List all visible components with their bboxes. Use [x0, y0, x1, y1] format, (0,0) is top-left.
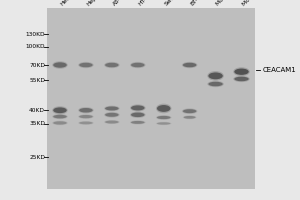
Ellipse shape [131, 121, 145, 124]
Ellipse shape [105, 121, 119, 123]
Bar [46, 8, 255, 189]
Ellipse shape [234, 69, 249, 75]
Ellipse shape [183, 115, 196, 119]
Ellipse shape [208, 72, 223, 79]
Ellipse shape [78, 114, 94, 119]
Ellipse shape [156, 122, 172, 125]
Ellipse shape [78, 107, 94, 113]
Ellipse shape [52, 106, 68, 114]
Ellipse shape [156, 115, 172, 120]
Text: A549: A549 [112, 0, 126, 7]
Ellipse shape [104, 112, 120, 118]
Text: 130KD: 130KD [26, 32, 45, 37]
Text: 70KD: 70KD [29, 63, 45, 68]
Ellipse shape [131, 63, 145, 67]
Ellipse shape [53, 62, 67, 68]
Ellipse shape [52, 114, 68, 119]
Ellipse shape [183, 109, 196, 113]
Text: BT-474: BT-474 [190, 0, 208, 7]
Ellipse shape [79, 115, 93, 118]
Ellipse shape [233, 76, 250, 82]
Ellipse shape [233, 67, 250, 76]
Ellipse shape [183, 63, 196, 67]
Text: 35KD: 35KD [29, 121, 45, 126]
Ellipse shape [78, 121, 94, 125]
Ellipse shape [207, 81, 224, 87]
Text: Sw620: Sw620 [164, 0, 181, 7]
Ellipse shape [105, 63, 119, 67]
Ellipse shape [131, 105, 145, 110]
Ellipse shape [131, 113, 145, 117]
Ellipse shape [105, 106, 119, 110]
Text: Mouse kidney: Mouse kidney [242, 0, 274, 7]
Text: 55KD: 55KD [29, 78, 45, 83]
Ellipse shape [157, 116, 170, 119]
Ellipse shape [157, 105, 170, 112]
Ellipse shape [78, 62, 94, 68]
Ellipse shape [208, 82, 223, 86]
Ellipse shape [156, 104, 172, 113]
Text: HeLa: HeLa [60, 0, 74, 7]
Ellipse shape [104, 120, 120, 124]
Ellipse shape [130, 62, 146, 68]
Ellipse shape [53, 121, 67, 125]
Ellipse shape [53, 115, 67, 118]
Text: HT-29: HT-29 [138, 0, 153, 7]
Ellipse shape [182, 62, 197, 68]
Ellipse shape [130, 120, 146, 124]
Ellipse shape [130, 104, 146, 111]
Ellipse shape [207, 71, 224, 81]
Ellipse shape [53, 107, 67, 113]
Ellipse shape [104, 62, 120, 68]
Ellipse shape [52, 61, 68, 69]
Text: 25KD: 25KD [29, 155, 45, 160]
Ellipse shape [79, 63, 93, 67]
Ellipse shape [105, 113, 119, 117]
Text: 40KD: 40KD [29, 108, 45, 113]
Ellipse shape [184, 116, 196, 119]
Ellipse shape [182, 108, 197, 114]
Text: HepG2: HepG2 [86, 0, 104, 7]
Ellipse shape [234, 77, 249, 81]
Ellipse shape [104, 106, 120, 111]
Text: 100KD: 100KD [26, 44, 45, 49]
Ellipse shape [79, 108, 93, 113]
Text: CEACAM1: CEACAM1 [262, 67, 296, 73]
Text: Mouse liver: Mouse liver [216, 0, 243, 7]
Ellipse shape [130, 112, 146, 118]
Ellipse shape [79, 122, 93, 124]
Ellipse shape [52, 121, 68, 125]
Ellipse shape [157, 122, 170, 125]
